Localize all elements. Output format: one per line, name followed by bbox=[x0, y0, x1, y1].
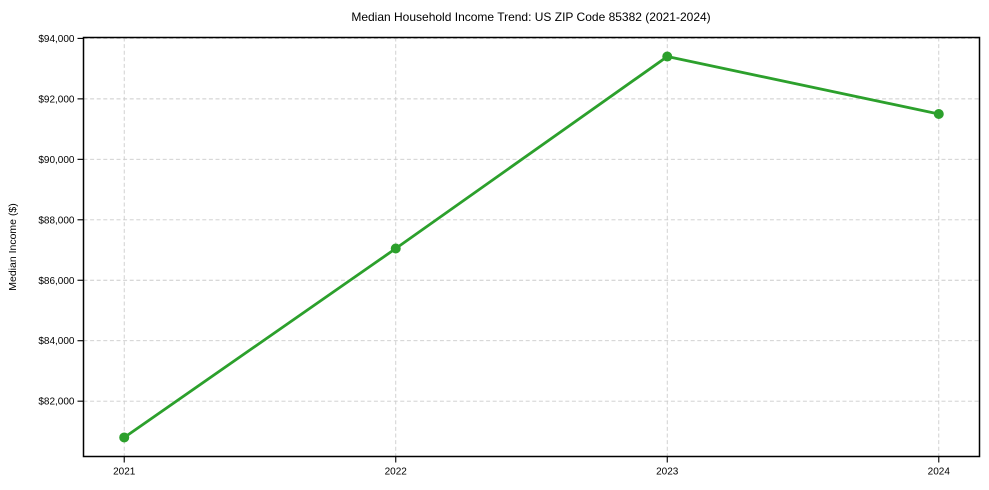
y-axis-label: Median Income ($) bbox=[7, 203, 19, 291]
data-point-2023 bbox=[662, 51, 673, 62]
data-point-2022 bbox=[390, 243, 401, 254]
trend-line bbox=[122, 55, 941, 439]
series-layer bbox=[119, 51, 944, 443]
y-tick-label: $86,000 bbox=[38, 276, 75, 287]
y-tick-label: $88,000 bbox=[38, 215, 75, 226]
y-tick-label: $92,000 bbox=[38, 94, 75, 105]
x-tick-label: 2024 bbox=[928, 467, 951, 478]
data-point-2024 bbox=[933, 108, 944, 119]
y-tick-label: $84,000 bbox=[38, 336, 75, 347]
y-tick-label: $94,000 bbox=[38, 34, 75, 45]
gridline-layer bbox=[83, 37, 980, 457]
axis-layer: $82,000 $84,000 $86,000 $88,000 $90,000 $92,0… bbox=[38, 34, 981, 478]
chart-title: Median Household Income Trend: US ZIP Co… bbox=[351, 10, 710, 24]
x-tick-label: 2023 bbox=[656, 467, 679, 478]
x-tick-label: 2022 bbox=[385, 467, 408, 478]
data-point-2021 bbox=[119, 432, 130, 443]
x-tick-label: 2021 bbox=[113, 467, 136, 478]
y-tick-label: $82,000 bbox=[38, 397, 75, 408]
y-tick-label: $90,000 bbox=[38, 155, 75, 166]
plot-border bbox=[82, 36, 981, 458]
